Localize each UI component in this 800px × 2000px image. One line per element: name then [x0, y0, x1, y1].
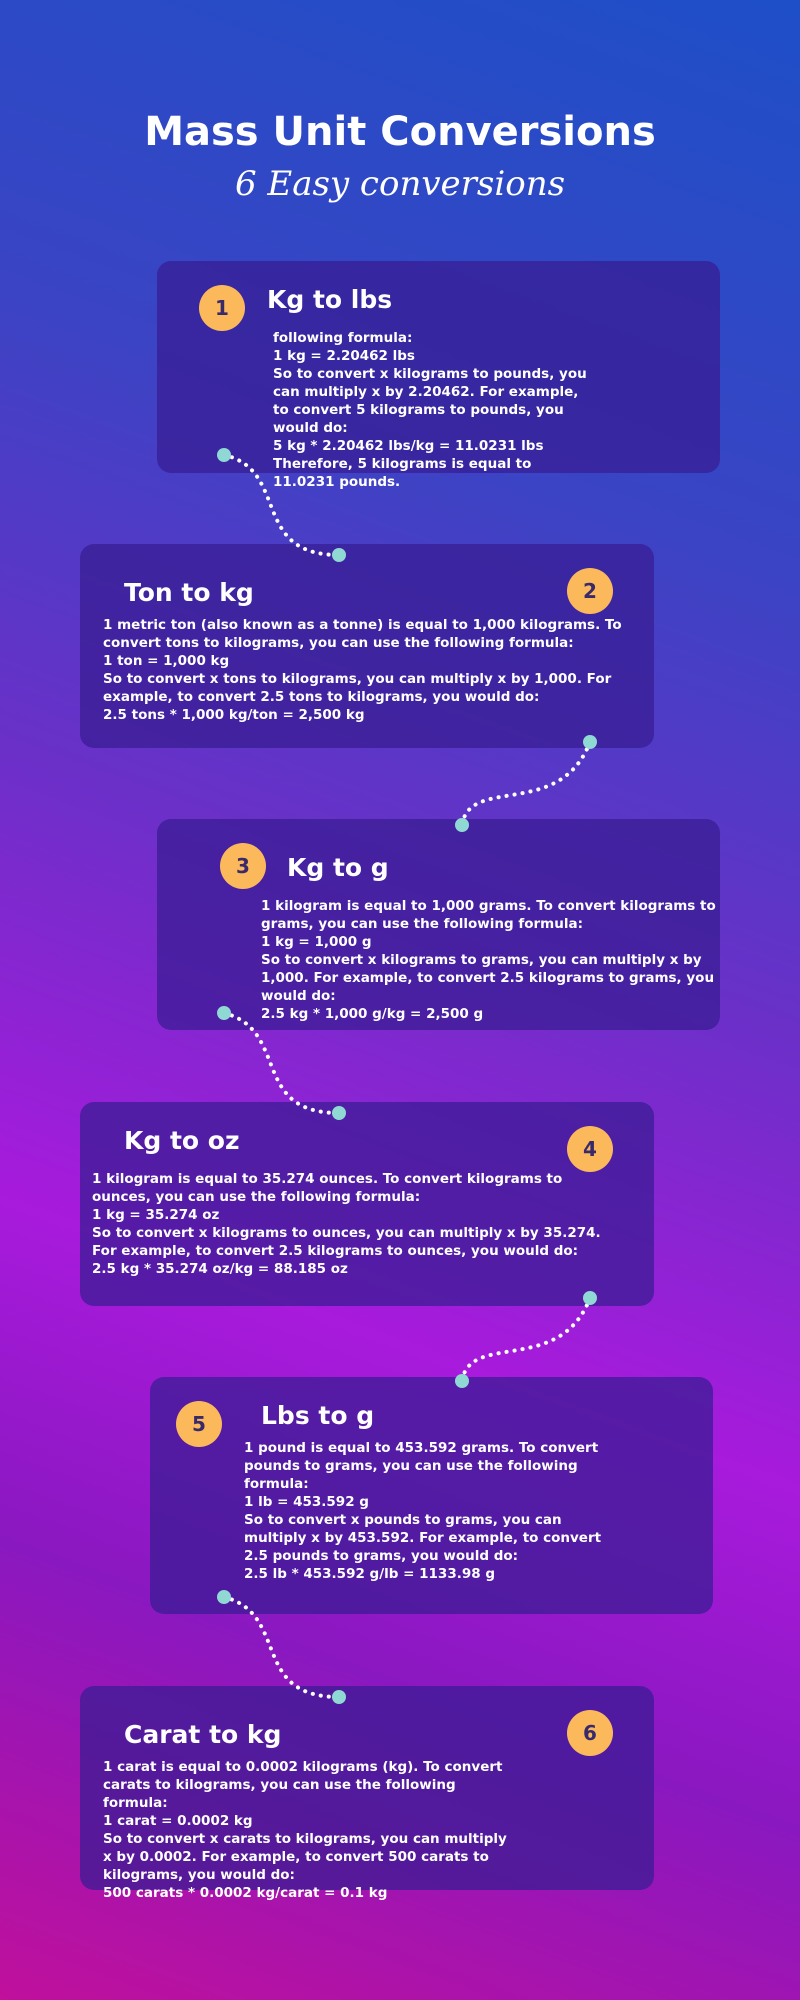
card-line: 2.5 kg * 1,000 g/kg = 2,500 g [261, 1006, 484, 1022]
card-line: 1 carat = 0.0002 kg [103, 1813, 253, 1829]
card-body: 1 metric ton (also known as a tonne) is … [103, 616, 623, 724]
conversion-card-1: 1 Kg to lbs following formula: 1 kg = 2.… [157, 261, 720, 490]
conversion-card-2: 2 Ton to kg 1 metric ton (also known as … [80, 544, 654, 748]
card-line: Therefore, 5 kilograms is equal to 11.02… [273, 456, 532, 490]
step-number-badge: 6 [567, 1710, 613, 1756]
card-line: So to convert x carats to kilograms, you… [103, 1831, 507, 1883]
card-line: So to convert x kilograms to ounces, you… [92, 1225, 601, 1259]
card-title: Lbs to g [261, 1401, 375, 1430]
card-line: 1 kg = 2.20462 lbs [273, 348, 415, 364]
card-line: So to convert x pounds to grams, you can… [244, 1512, 602, 1564]
card-line: 2.5 lb * 453.592 g/lb = 1133.98 g [244, 1566, 496, 1582]
header: Mass Unit Conversions 6 Easy conversions [0, 108, 800, 208]
card-line: 5 kg * 2.20462 lbs/kg = 11.0231 lbs [273, 438, 544, 454]
card-title: Ton to kg [124, 578, 254, 607]
card-line: So to convert x kilograms to grams, you … [261, 952, 715, 1004]
card-line: 1 carat is equal to 0.0002 kilograms (kg… [103, 1759, 503, 1811]
connector-2-3 [460, 740, 592, 827]
card-body: 1 pound is equal to 453.592 grams. To co… [244, 1439, 604, 1583]
step-number-badge: 4 [567, 1126, 613, 1172]
card-title: Kg to g [287, 853, 389, 882]
card-line: So to convert x kilograms to pounds, you… [273, 366, 587, 436]
step-number-badge: 2 [567, 568, 613, 614]
card-line: 1 kilogram is equal to 1,000 grams. To c… [261, 898, 716, 932]
card-line: 1 metric ton (also known as a tonne) is … [103, 617, 622, 651]
card-title: Kg to lbs [267, 285, 393, 314]
card-line: 500 carats * 0.0002 kg/carat = 0.1 kg [103, 1885, 388, 1901]
card-line: 1 pound is equal to 453.592 grams. To co… [244, 1440, 599, 1492]
conversion-card-4: 4 Kg to oz 1 kilogram is equal to 35.274… [80, 1102, 654, 1306]
card-line: following formula: [273, 330, 413, 346]
card-line: 1 kilogram is equal to 35.274 ounces. To… [92, 1171, 563, 1205]
card-title: Kg to oz [124, 1126, 240, 1155]
card-line: 1 ton = 1,000 kg [103, 653, 230, 669]
card-body: following formula: 1 kg = 2.20462 lbs So… [273, 329, 593, 491]
page-subtitle: 6 Easy conversions [234, 164, 566, 204]
card-line: 1 kg = 1,000 g [261, 934, 372, 950]
card-body: 1 kilogram is equal to 1,000 grams. To c… [261, 897, 721, 1023]
card-line: 1 lb = 453.592 g [244, 1494, 369, 1510]
card-title: Carat to kg [124, 1720, 282, 1749]
conversion-card-3: 3 Kg to g 1 kilogram is equal to 1,000 g… [157, 819, 720, 1030]
card-body: 1 kilogram is equal to 35.274 ounces. To… [92, 1170, 602, 1278]
connector-4-5 [460, 1296, 592, 1383]
conversion-card-5: 5 Lbs to g 1 pound is equal to 453.592 g… [150, 1377, 713, 1614]
card-body: 1 carat is equal to 0.0002 kilograms (kg… [103, 1758, 513, 1902]
card-line: So to convert x tons to kilograms, you c… [103, 671, 612, 705]
step-number-badge: 1 [199, 285, 245, 331]
step-number-badge: 5 [176, 1401, 222, 1447]
step-number-badge: 3 [220, 843, 266, 889]
card-line: 2.5 kg * 35.274 oz/kg = 88.185 oz [92, 1261, 348, 1277]
card-line: 2.5 tons * 1,000 kg/ton = 2,500 kg [103, 707, 365, 723]
conversion-card-6: 6 Carat to kg 1 carat is equal to 0.0002… [80, 1686, 654, 1901]
page-title: Mass Unit Conversions [144, 109, 656, 155]
card-line: 1 kg = 35.274 oz [92, 1207, 220, 1223]
